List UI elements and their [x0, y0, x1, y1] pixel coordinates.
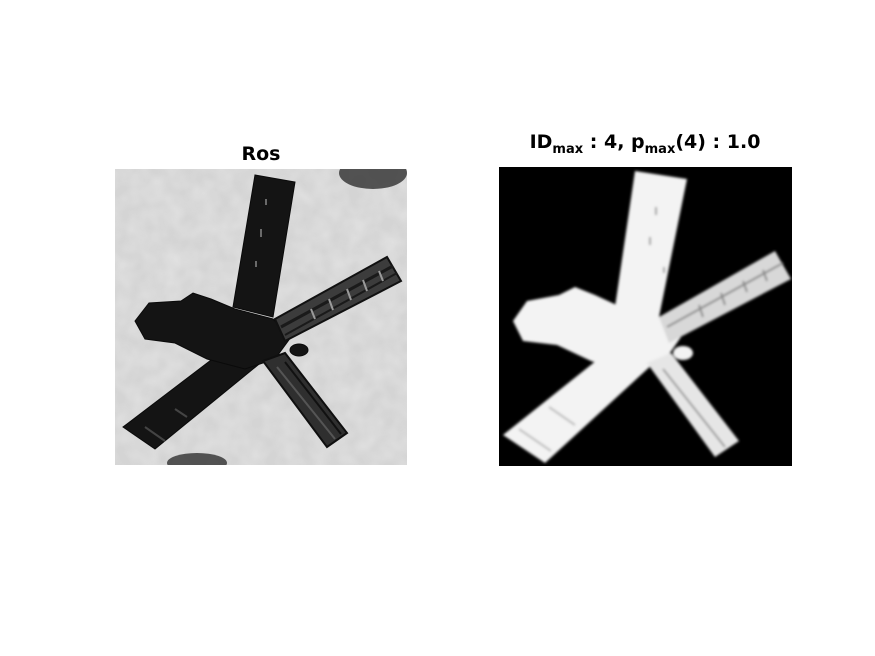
- title-id-subscript: max: [552, 142, 584, 157]
- left-panel-title: Ros: [115, 145, 407, 164]
- title-id-value: : 4, p: [583, 131, 645, 153]
- title-p-subscript: max: [644, 142, 676, 157]
- left-title-text: Ros: [241, 143, 281, 165]
- right-panel-title: IDmax : 4, pmax(4) : 1.0: [480, 131, 810, 157]
- saliency-map-image: [499, 167, 792, 466]
- grayscale-crystal-image: [115, 169, 407, 465]
- title-id-label: ID: [529, 131, 553, 153]
- title-p-value: (4) : 1.0: [675, 131, 761, 153]
